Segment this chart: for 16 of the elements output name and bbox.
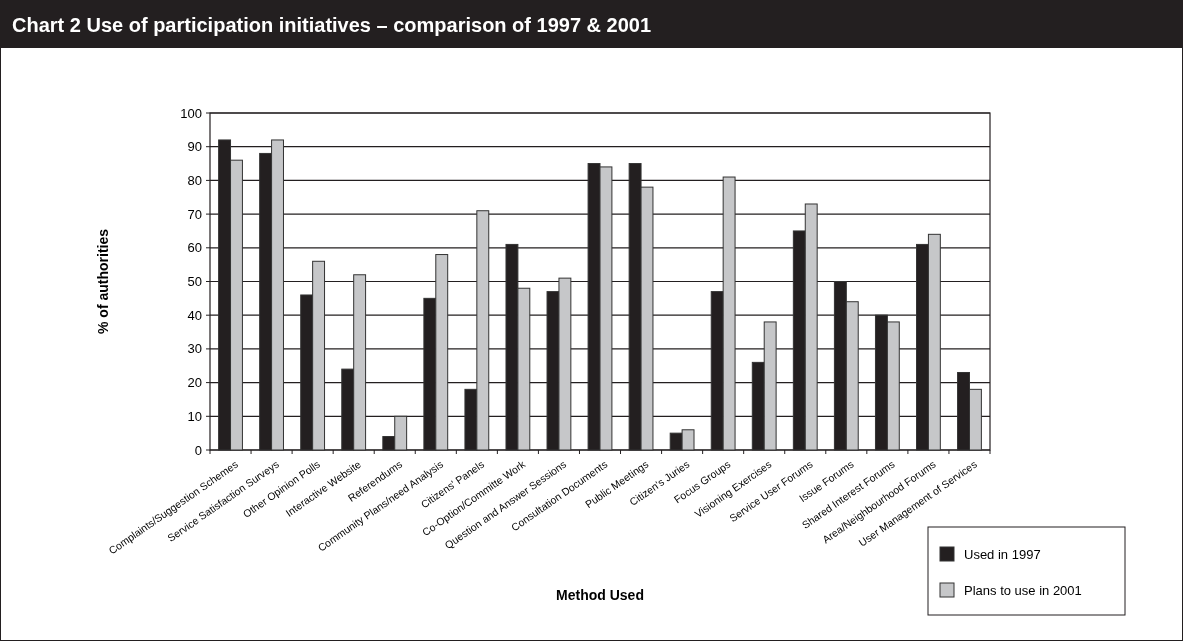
y-tick-label: 80 [187,172,202,188]
y-tick-label: 60 [187,240,202,256]
legend-label: Plans to use in 2001 [964,582,1082,598]
y-tick-label: 70 [187,206,202,222]
y-tick-label: 30 [187,341,202,357]
x-axis-title: Method Used [556,587,644,603]
y-tick-label: 0 [194,442,202,458]
y-tick-label: 40 [187,307,202,323]
y-axis-title: % of authorities [95,228,111,335]
y-tick-label: 20 [187,375,202,391]
y-tick-label: 100 [180,105,202,121]
y-tick-label: 10 [187,408,202,424]
legend-label: Used in 1997 [964,546,1041,562]
chart-title: Chart 2 Use of participation initiatives – comparison of 1997 & 2001 [12,14,652,36]
y-tick-label: 90 [187,139,202,155]
y-tick-label: 50 [187,274,202,290]
